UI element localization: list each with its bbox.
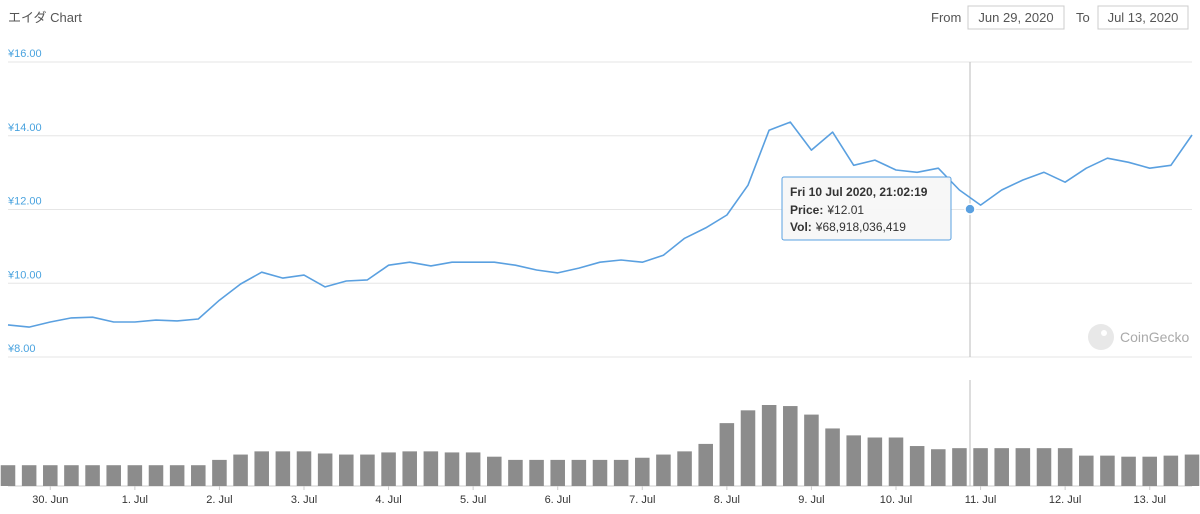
volume-bar [381,452,396,486]
chart-title: エイダ Chart [8,10,82,25]
volume-bar [423,451,439,486]
x-tick-label: 7. Jul [629,494,655,506]
volume-bar [191,465,206,486]
volume-bar [1036,448,1052,486]
volume-bar [465,452,481,486]
x-tick-label: 9. Jul [798,494,824,506]
y-tick-label: ¥16.00 [7,48,42,60]
volume-bar [43,465,58,486]
volume-bar [64,465,79,486]
x-tick-label: 10. Jul [880,494,912,506]
volume-bar [825,428,840,486]
volume-bar [994,448,1009,486]
volume-bar [21,465,37,486]
volume-bar [1079,455,1094,486]
x-tick-label: 6. Jul [545,494,571,506]
from-date[interactable]: Jun 29, 2020 [978,10,1053,25]
volume-bar [233,454,248,486]
volume-bar [339,454,354,486]
to-label: To [1076,10,1090,25]
watermark-logo [1088,324,1114,350]
volume-bar [402,451,417,486]
volume-bar [698,443,713,486]
volume-bar [804,414,819,486]
volume-name: Vol: [790,220,812,234]
volume-bar [931,449,946,486]
volume-bar [1163,455,1179,486]
volume-bar [550,459,565,486]
x-tick-label: 3. Jul [291,494,317,506]
volume-bar [1121,456,1136,486]
volume-bar [275,451,291,486]
volume-bar [783,406,798,486]
y-tick-label: ¥8.00 [7,343,36,355]
x-tick-label: 30. Jun [32,494,68,506]
tooltip-box [781,176,952,241]
volume-bar [444,452,460,486]
volume-bar [296,451,312,486]
volume-bar [719,423,735,486]
to-date[interactable]: Jul 13, 2020 [1108,10,1179,25]
volume-bar [1142,456,1157,486]
volume-bar [571,459,587,486]
volume-bar [85,465,100,486]
volume-bar [1057,448,1073,486]
tooltip-price: Price: ¥12.01 [790,203,864,217]
watermark: CoinGecko [1120,329,1189,345]
x-tick-label: 12. Jul [1049,494,1081,506]
volume-bar [254,451,269,486]
tooltip: Fri 10 Jul 2020, 21:02:19 Price: ¥12.01 Vol… [781,176,952,241]
volume-bar [1100,455,1115,486]
y-tick-label: ¥10.00 [7,269,42,281]
volume-bar [127,465,143,486]
volume-bar [1015,448,1031,486]
x-tick-label: 2. Jul [206,494,232,506]
volume-bar [592,459,608,486]
from-input[interactable] [967,5,1065,30]
volume-bar [846,435,861,486]
volume-bar [740,410,756,486]
volume-bar [952,448,967,486]
volume-bar [317,453,333,486]
tooltip-volume: Vol: ¥68,918,036,419 [790,220,906,234]
volume-value: ¥68,918,036,419 [815,220,906,234]
plot: ¥16.00 ¥14.00 ¥12.00 ¥10.00 ¥8.00 30. Jun 1. J… [0,48,1200,506]
price-value: ¥12.01 [826,203,864,217]
from-label: From [931,10,961,25]
volume-bar [1184,454,1200,486]
volume-bar [487,456,502,486]
volume-bar [635,457,650,486]
volume-bar [148,465,164,486]
x-tick-label: 8. Jul [714,494,740,506]
price-line [7,121,1193,328]
volume-bar [656,454,671,486]
price-name: Price: [790,203,823,217]
volume-bar [973,448,988,486]
volume-bar [909,446,925,486]
volume-bar [212,459,227,486]
volume-bar [761,405,777,486]
x-tick-label: 11. Jul [965,494,997,506]
volume-bar [0,465,16,486]
volume-bar [677,451,692,486]
volume-bar [613,459,629,486]
volume-bar [360,454,375,486]
x-tick-label: 13. Jul [1134,494,1166,506]
x-tick-label: 4. Jul [375,494,401,506]
hover-point [964,203,976,215]
volume-bar [508,459,523,486]
volume-bar [529,459,544,486]
x-tick-label: 5. Jul [460,494,486,506]
y-tick-label: ¥14.00 [7,122,42,134]
y-tick-label: ¥12.00 [7,196,42,208]
to-input[interactable] [1097,5,1189,30]
volume-bar [106,465,121,486]
volume-bar [169,465,185,486]
tooltip-title: Fri 10 Jul 2020, 21:02:19 [790,185,928,199]
volume-bar [867,437,883,486]
x-tick-label: 1. Jul [122,494,148,506]
volume-bar [888,437,904,486]
